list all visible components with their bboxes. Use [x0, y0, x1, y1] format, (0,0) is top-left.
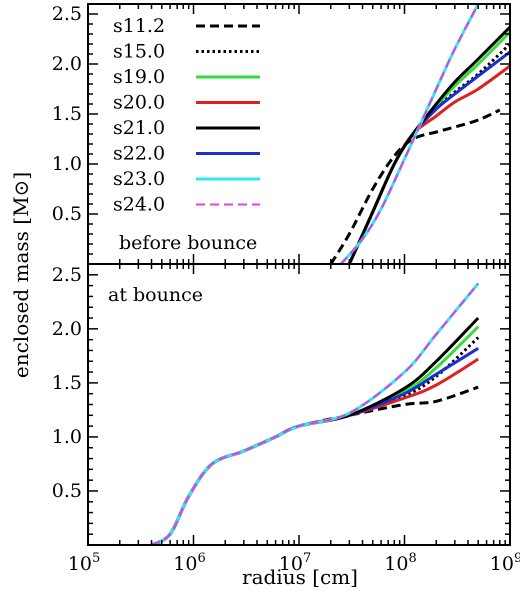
series-line-bottom-s21-0: [150, 316, 480, 545]
y-tick-label: 2.0: [52, 318, 82, 340]
series-line-bottom-s19-0: [150, 325, 480, 545]
series-line-top-s24-0: [340, 4, 480, 264]
legend-label: s24.0: [113, 194, 165, 216]
x-tick-label: 106: [173, 551, 205, 575]
y-tick-label: 2.5: [52, 264, 82, 286]
legend-label: s15.0: [113, 41, 165, 63]
series-line-bottom-s22-0: [150, 347, 479, 545]
x-tick-label: 109: [490, 551, 520, 575]
legend-label: s22.0: [113, 143, 165, 165]
annotation-before-bounce: before bounce: [119, 232, 257, 254]
series-line-top-s11-2: [329, 108, 501, 264]
x-tick-label: 107: [279, 551, 311, 575]
series-line-bottom-s23-0: [150, 282, 480, 545]
series-line-top-s23-0: [339, 4, 480, 264]
plot-frame-bottom: [87, 263, 511, 546]
legend-label: s23.0: [113, 168, 165, 190]
x-axis-title: radius [cm]: [242, 565, 358, 589]
y-tick-label: 1.5: [52, 372, 82, 394]
y-tick-label: 0.5: [52, 480, 82, 502]
y-tick-label: 1.0: [52, 153, 82, 175]
y-tick-label: 1.5: [52, 103, 82, 125]
series-line-bottom-s11-2: [150, 385, 479, 545]
series-line-bottom-s24-0: [150, 282, 479, 545]
y-tick-label: 1.0: [52, 426, 82, 448]
annotation-at-bounce: at bounce: [108, 284, 203, 306]
series-line-top-s20-0: [347, 64, 510, 264]
y-tick-label: 2.0: [52, 53, 82, 75]
panel-at-bounce: 0.5 1.0 1.5 2.0 2.5 at bounce: [52, 263, 511, 546]
series-line-top-s19-0: [347, 30, 510, 264]
x-tick-label: 105: [68, 551, 100, 575]
legend-label: s20.0: [113, 92, 165, 114]
legend-label: s11.2: [113, 15, 165, 37]
legend-label: s21.0: [113, 117, 165, 139]
series-line-top-s15-0: [347, 42, 510, 264]
panel-before-bounce: 0.5 1.0 1.5 2.0 2.5 s11.2 s15.0 s19.0 s20.0 s21.…: [52, 3, 511, 265]
y-axis-title: enclosed mass [M⊙]: [9, 172, 33, 378]
legend-label: s19.0: [113, 66, 165, 88]
series-line-bottom-s20-0: [150, 357, 479, 545]
legend: s11.2 s15.0 s19.0 s20.0 s21.0 s22.0 s23.0 s24.0: [113, 15, 260, 216]
y-tick-label: 0.5: [52, 203, 82, 225]
y-tick-label: 2.5: [52, 3, 82, 25]
series-line-top-s21-0: [347, 25, 510, 264]
x-tick-label: 108: [384, 551, 416, 575]
